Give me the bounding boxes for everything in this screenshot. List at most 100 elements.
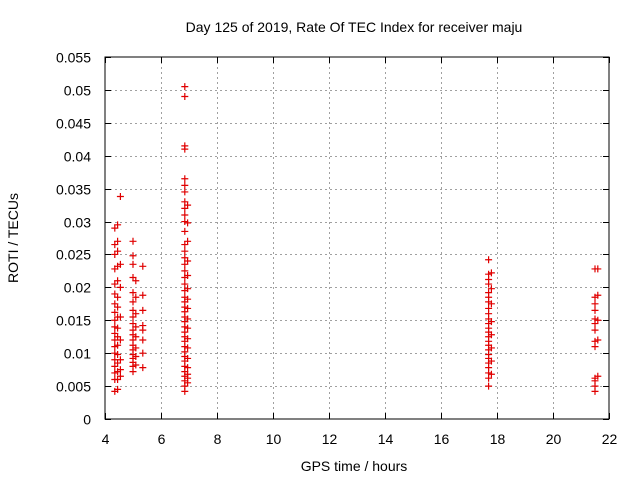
- data-point: [184, 272, 192, 280]
- data-point: [111, 308, 119, 316]
- y-tick-label: 0.02: [64, 280, 91, 296]
- data-point: [139, 364, 147, 372]
- data-point: [487, 300, 495, 308]
- data-point: [184, 257, 192, 265]
- data-point: [114, 324, 122, 332]
- y-tick-label: 0.04: [64, 149, 91, 165]
- y-tick-label: 0.035: [56, 182, 91, 198]
- y-tick-label: 0.03: [64, 215, 91, 231]
- data-point: [139, 306, 147, 314]
- data-point: [591, 387, 599, 395]
- data-point: [114, 293, 122, 301]
- data-point: [139, 336, 147, 344]
- data-point: [184, 344, 192, 352]
- data-point: [129, 298, 137, 306]
- data-point: [132, 323, 140, 331]
- data-point: [487, 344, 495, 352]
- data-point: [114, 385, 122, 393]
- data-point: [487, 318, 495, 326]
- data-point: [485, 374, 493, 382]
- data-point: [594, 372, 602, 380]
- data-point: [591, 300, 599, 308]
- data-point: [594, 291, 602, 299]
- data-point: [487, 331, 495, 339]
- data-point: [181, 181, 189, 189]
- chart-title: Day 125 of 2019, Rate Of TEC Index for r…: [186, 19, 523, 35]
- data-point: [485, 280, 493, 288]
- data-point: [487, 357, 495, 365]
- data-point: [181, 92, 189, 100]
- data-point: [181, 267, 189, 275]
- data-point: [487, 269, 495, 277]
- x-tick-label: 12: [322, 431, 338, 447]
- data-point: [181, 175, 189, 183]
- data-point: [139, 349, 147, 357]
- plot-frame: [104, 56, 610, 420]
- data-point: [116, 366, 124, 374]
- x-tick-label: 4: [102, 431, 110, 447]
- data-point: [129, 368, 137, 376]
- data-point: [181, 83, 189, 91]
- data-point: [184, 304, 192, 312]
- data-point: [114, 341, 122, 349]
- data-points: [111, 83, 602, 395]
- data-point: [591, 306, 599, 314]
- data-point: [485, 382, 493, 390]
- data-point: [594, 265, 602, 273]
- data-point: [594, 316, 602, 324]
- data-point: [132, 361, 140, 369]
- x-tick-label: 6: [158, 431, 166, 447]
- data-point: [132, 352, 140, 360]
- data-point: [184, 315, 192, 323]
- data-point: [114, 303, 122, 311]
- y-tick-label: 0.005: [56, 379, 91, 395]
- data-point: [116, 283, 124, 291]
- y-tick-label: 0.025: [56, 247, 91, 263]
- data-point: [132, 293, 140, 301]
- data-point: [129, 260, 137, 268]
- data-point: [132, 277, 140, 285]
- y-axis-label: ROTI / TECUs: [5, 193, 21, 283]
- x-tick-label: 8: [214, 431, 222, 447]
- axis-ticks: 4 6 8 10 12 14 16 18 20 22 0 0.005 0.01 0.015 0.02 0.02…: [56, 50, 618, 448]
- data-point: [184, 237, 192, 245]
- data-point: [487, 370, 495, 378]
- data-point: [129, 252, 137, 260]
- data-point: [116, 193, 124, 201]
- data-point: [184, 285, 192, 293]
- data-point: [184, 219, 192, 227]
- x-tick-label: 16: [434, 431, 450, 447]
- x-tick-label: 10: [266, 431, 282, 447]
- data-point: [184, 201, 192, 209]
- data-point: [139, 326, 147, 334]
- data-point: [116, 260, 124, 268]
- data-point: [129, 289, 137, 297]
- data-point: [116, 313, 124, 321]
- data-point: [132, 333, 140, 341]
- data-point: [116, 372, 124, 380]
- data-point: [184, 335, 192, 343]
- x-tick-label: 14: [378, 431, 394, 447]
- grid-lines: [105, 57, 609, 419]
- data-point: [132, 310, 140, 318]
- data-point: [114, 247, 122, 255]
- x-tick-label: 20: [546, 431, 562, 447]
- x-axis-label: GPS time / hours: [301, 458, 408, 474]
- data-point: [132, 344, 140, 352]
- data-point: [139, 291, 147, 299]
- data-point: [184, 364, 192, 372]
- data-point: [181, 145, 189, 153]
- y-tick-label: 0.045: [56, 116, 91, 132]
- y-tick-label: 0.01: [64, 346, 91, 362]
- data-point: [184, 295, 192, 303]
- data-point: [114, 237, 122, 245]
- data-point: [129, 237, 137, 245]
- data-point: [181, 211, 189, 219]
- data-point: [181, 188, 189, 196]
- x-tick-label: 18: [490, 431, 506, 447]
- x-tick-label: 22: [602, 431, 618, 447]
- data-point: [139, 262, 147, 270]
- data-point: [114, 221, 122, 229]
- data-point: [181, 280, 189, 288]
